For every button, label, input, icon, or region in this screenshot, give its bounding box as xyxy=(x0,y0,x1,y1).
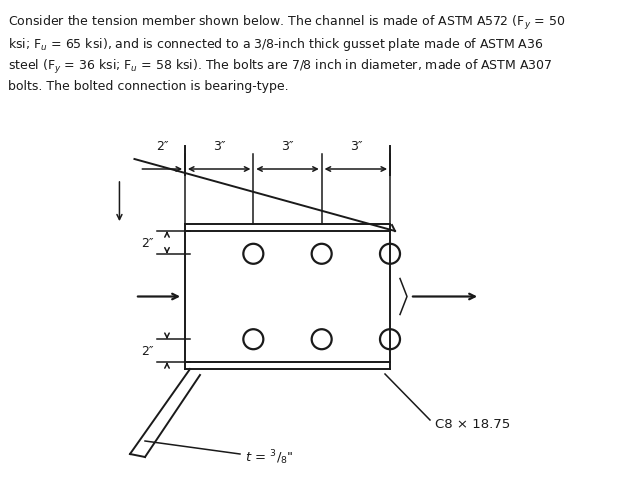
Text: ksi; F$_{u}$ = 65 ksi), and is connected to a 3/8-inch thick gusset plate made o: ksi; F$_{u}$ = 65 ksi), and is connected… xyxy=(8,36,543,53)
Text: 3″: 3″ xyxy=(349,140,362,153)
Text: steel (F$_{y}$ = 36 ksi; F$_{u}$ = 58 ksi). The bolts are 7/8 inch in diameter, : steel (F$_{y}$ = 36 ksi; F$_{u}$ = 58 ks… xyxy=(8,58,553,76)
Text: 2″: 2″ xyxy=(156,140,169,153)
Text: 2″: 2″ xyxy=(141,345,154,357)
Text: C8 × 18.75: C8 × 18.75 xyxy=(435,418,510,430)
Text: 3″: 3″ xyxy=(213,140,226,153)
Text: Consider the tension member shown below. The channel is made of ASTM A572 (F$_{y: Consider the tension member shown below.… xyxy=(8,14,565,32)
Text: bolts. The bolted connection is bearing-type.: bolts. The bolted connection is bearing-… xyxy=(8,80,288,93)
Text: $t$ = $^{3}/_{8}$": $t$ = $^{3}/_{8}$" xyxy=(245,447,294,467)
Text: 2″: 2″ xyxy=(141,236,154,249)
Text: 3″: 3″ xyxy=(281,140,294,153)
